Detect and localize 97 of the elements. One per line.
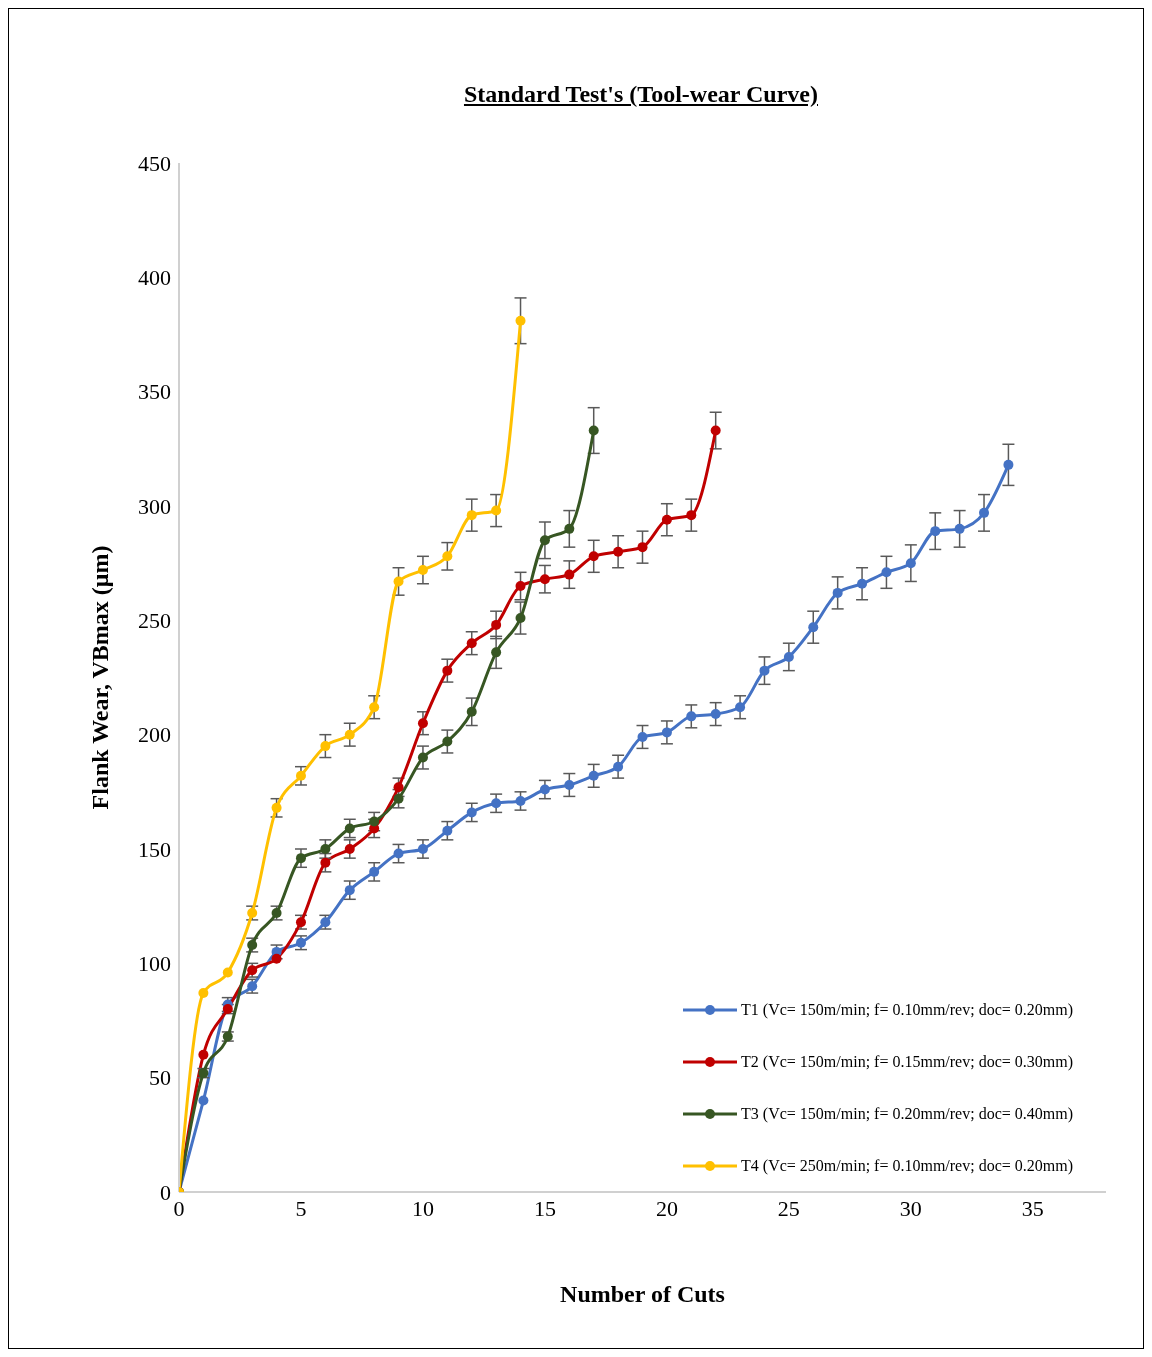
y-tick-label: 450 bbox=[138, 150, 171, 176]
point bbox=[466, 510, 477, 521]
y-tick-label: 200 bbox=[138, 722, 171, 748]
point bbox=[588, 425, 599, 436]
x-tick-label: 20 bbox=[655, 1195, 678, 1221]
point bbox=[661, 727, 672, 738]
point bbox=[564, 779, 575, 790]
point bbox=[686, 711, 697, 722]
point bbox=[393, 793, 404, 804]
point bbox=[564, 569, 575, 580]
point bbox=[735, 702, 746, 713]
point bbox=[588, 551, 599, 562]
point bbox=[686, 510, 697, 521]
point bbox=[393, 848, 404, 859]
point bbox=[613, 761, 624, 772]
point bbox=[808, 622, 819, 633]
point bbox=[369, 816, 380, 827]
point bbox=[442, 736, 453, 747]
point bbox=[515, 581, 526, 592]
point bbox=[881, 567, 892, 578]
point bbox=[979, 507, 990, 518]
point bbox=[710, 425, 721, 436]
point bbox=[710, 709, 721, 720]
point bbox=[271, 802, 282, 813]
point bbox=[637, 731, 648, 742]
point bbox=[661, 514, 672, 525]
point bbox=[295, 853, 306, 864]
point bbox=[442, 665, 453, 676]
point bbox=[417, 844, 428, 854]
point bbox=[564, 523, 575, 534]
x-tick-label: 25 bbox=[777, 1195, 800, 1221]
legend-label: T1 (Vc= 150m/min; f= 0.10mm/rev; doc= 0.20mm) bbox=[741, 1001, 1073, 1019]
point bbox=[320, 857, 331, 868]
x-tick-label: 15 bbox=[533, 1195, 556, 1221]
point bbox=[442, 825, 453, 836]
y-tick-label: 400 bbox=[138, 265, 171, 291]
point bbox=[222, 967, 233, 978]
point bbox=[613, 546, 624, 557]
point bbox=[466, 638, 477, 649]
point bbox=[369, 866, 380, 877]
point bbox=[344, 729, 355, 740]
point bbox=[198, 988, 209, 999]
point bbox=[539, 784, 550, 795]
point bbox=[539, 535, 550, 546]
point bbox=[491, 647, 502, 658]
point bbox=[320, 741, 331, 752]
point bbox=[515, 613, 526, 624]
legend-label: T3 (Vc= 150m/min; f= 0.20mm/rev; doc= 0.40mm) bbox=[741, 1105, 1073, 1123]
point bbox=[491, 798, 502, 809]
point bbox=[198, 1049, 209, 1060]
y-tick-label: 250 bbox=[138, 608, 171, 634]
point bbox=[491, 505, 502, 516]
y-axis-title: Flank Wear, VBmax (μm) bbox=[86, 545, 113, 810]
point bbox=[637, 542, 648, 553]
point bbox=[466, 807, 477, 818]
point bbox=[588, 770, 599, 781]
point bbox=[295, 770, 306, 781]
point bbox=[759, 665, 770, 676]
y-tick-label: 100 bbox=[138, 951, 171, 977]
x-tick-label: 5 bbox=[295, 1195, 307, 1221]
y-tick-label: 300 bbox=[138, 493, 171, 519]
point bbox=[442, 551, 453, 562]
y-tick-label: 150 bbox=[138, 836, 171, 862]
point bbox=[344, 844, 355, 854]
point bbox=[393, 782, 404, 793]
point bbox=[930, 526, 941, 537]
point bbox=[320, 844, 331, 854]
x-axis-title: Number of Cuts bbox=[560, 1281, 725, 1307]
y-tick-label: 350 bbox=[138, 379, 171, 405]
x-tick-label: 35 bbox=[1021, 1195, 1044, 1221]
x-tick-label: 30 bbox=[899, 1195, 922, 1221]
point bbox=[417, 752, 428, 763]
point bbox=[783, 651, 794, 662]
point bbox=[905, 558, 916, 569]
x-tick-label: 10 bbox=[411, 1195, 434, 1221]
point bbox=[198, 1095, 209, 1106]
point bbox=[271, 953, 282, 964]
point bbox=[539, 574, 550, 585]
point bbox=[1003, 459, 1014, 470]
point bbox=[369, 702, 380, 713]
y-tick-label: 0 bbox=[160, 1179, 171, 1205]
point bbox=[344, 885, 355, 896]
chart-title: Standard Test's (Tool-wear Curve) bbox=[462, 81, 819, 108]
point bbox=[954, 523, 965, 534]
point bbox=[417, 718, 428, 729]
y-tick-label: 50 bbox=[149, 1065, 171, 1091]
point bbox=[491, 619, 502, 630]
point bbox=[417, 565, 428, 576]
point bbox=[515, 795, 526, 806]
point bbox=[857, 578, 868, 589]
legend-label: T2 (Vc= 150m/min; f= 0.15mm/rev; doc= 0.30mm) bbox=[741, 1053, 1073, 1071]
point bbox=[393, 576, 404, 587]
point bbox=[832, 587, 843, 598]
point bbox=[466, 706, 477, 717]
point bbox=[344, 823, 355, 834]
legend-label: T4 (Vc= 250m/min; f= 0.10mm/rev; doc= 0.20mm) bbox=[741, 1157, 1073, 1175]
point bbox=[515, 315, 526, 326]
